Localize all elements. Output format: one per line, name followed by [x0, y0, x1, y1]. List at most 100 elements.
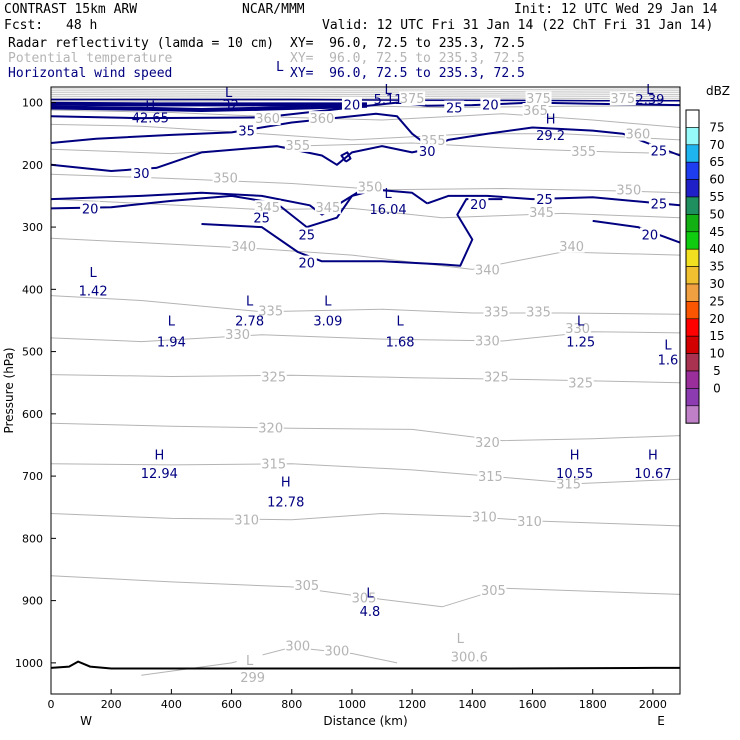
- colorbar-swatch: [685, 231, 700, 250]
- theta-label: 300: [285, 639, 310, 654]
- colorbar-swatch: [685, 353, 700, 372]
- y-tick-label: 100: [22, 97, 43, 110]
- theta-label: 350: [616, 184, 641, 199]
- theta-contour-line: [50, 512, 681, 527]
- colorbar-tick-label: 25: [709, 294, 724, 308]
- theta-label: 335: [258, 305, 283, 320]
- x-tick-label: 1600: [519, 698, 547, 711]
- colorbar-swatch: [685, 248, 700, 267]
- wind-contour-line: [426, 194, 681, 207]
- extremum-marker: L: [384, 83, 392, 98]
- wind-label-bg: [341, 97, 362, 112]
- top-extremum-marker: L: [276, 60, 284, 75]
- theta-label-bg: [257, 420, 284, 435]
- y-axis-label: Pressure (hPa): [2, 347, 16, 433]
- extremum-value: 29.2: [536, 129, 565, 144]
- theta-label: 325: [261, 370, 286, 385]
- theta-label-bg: [308, 111, 335, 126]
- wind-label: 25: [299, 229, 316, 244]
- wind-label-bg: [251, 210, 272, 225]
- extremum-marker: L: [366, 587, 374, 602]
- extremum-value: 12.78: [267, 496, 304, 511]
- extremum-value: 10.55: [556, 467, 593, 482]
- theta-label: 305: [481, 584, 506, 599]
- colorbar-tick-label: 5: [713, 364, 721, 378]
- extremum-marker: L: [664, 339, 672, 354]
- theta-label-bg: [314, 200, 341, 215]
- theta-label-bg: [516, 513, 543, 528]
- wind-label: 20: [642, 229, 659, 244]
- extremum-marker: H: [145, 100, 155, 115]
- theta-label: 325: [484, 370, 509, 385]
- y-tick-label: 1000: [15, 657, 43, 670]
- theta-label-bg: [254, 200, 281, 215]
- field-name-theta: Potential temperature: [8, 51, 173, 66]
- extremum-value: 1.94: [157, 336, 186, 351]
- colorbar-tick-label: 60: [709, 173, 724, 187]
- extremum-marker: L: [396, 314, 404, 329]
- colorbar-swatch: [685, 161, 700, 180]
- theta-contour-line: [50, 237, 681, 270]
- theta-label: L: [457, 632, 465, 647]
- x-axis-label: Distance (km): [323, 714, 407, 728]
- theta-label-bg: [420, 132, 447, 147]
- wind-label: 20: [299, 257, 316, 272]
- theta-contour-line: [50, 92, 681, 94]
- theta-label-bg: [224, 327, 251, 342]
- colorbar-tick-label: 0: [713, 381, 721, 395]
- wind-label: 25: [651, 145, 668, 160]
- colorbar-tick-label: 30: [709, 277, 724, 291]
- wind-label: 25: [446, 102, 463, 117]
- theta-label-bg: [350, 590, 377, 605]
- valid-time: Valid: 12 UTC Fri 31 Jan 14 (22 ChT Fri …: [322, 18, 714, 33]
- colorbar-tick-label: 50: [709, 207, 724, 221]
- wind-label-bg: [444, 100, 465, 115]
- theta-label: 330: [225, 328, 250, 343]
- extremum-value: 42.65: [132, 111, 169, 126]
- colorbar-swatch: [685, 144, 700, 163]
- forecast-value: 48 h: [66, 18, 98, 33]
- extremum-value: 10.67: [634, 467, 671, 482]
- y-tick-label: 500: [22, 346, 43, 359]
- colorbar-tick-label: 35: [709, 260, 724, 274]
- theta-label-bg: [260, 369, 287, 384]
- theta-label-bg: [212, 170, 239, 185]
- colorbar-tick-label: 40: [709, 242, 724, 256]
- colorbar-tick-label: 20: [709, 312, 724, 326]
- theta-label: 355: [571, 145, 596, 160]
- colorbar-tick-label: 75: [709, 120, 724, 134]
- field-xy-reflectivity: XY= 96.0, 72.5 to 235.3, 72.5: [290, 36, 525, 51]
- theta-label-bg: [447, 630, 474, 645]
- colorbar-units: dBZ: [706, 84, 730, 98]
- x-tick-label: 1200: [398, 698, 426, 711]
- organization-label: NCAR/MMM: [242, 2, 305, 17]
- colorbar-frame: [685, 109, 700, 424]
- extremum-value: 3.09: [313, 314, 342, 329]
- colorbar-swatch: [685, 370, 700, 389]
- theta-label-bg: [483, 369, 510, 384]
- x-tick-label: 800: [281, 698, 302, 711]
- theta-contour-line: [50, 295, 681, 315]
- wind-contour-line: [50, 112, 681, 157]
- x-tick-label: 2000: [639, 698, 667, 711]
- extremum-marker: H: [570, 448, 580, 463]
- wind-contour-line: [592, 219, 681, 244]
- colorbar-tick-label: 10: [709, 347, 724, 361]
- chart-header: CONTRAST 15km ARW NCAR/MMM Init: 12 UTC …: [0, 0, 740, 86]
- theta-label: 335: [484, 306, 509, 321]
- colorbar-swatch: [685, 196, 700, 215]
- wind-label-bg: [468, 197, 489, 212]
- field-name-wind: Horizontal wind speed: [8, 66, 173, 81]
- theta-label-bg: [570, 144, 597, 159]
- theta-label: 315: [261, 458, 286, 473]
- extremum-value: 2.78: [235, 314, 264, 329]
- wind-label-bg: [80, 201, 101, 216]
- theta-label-bg: [471, 509, 498, 524]
- theta-label: 305: [294, 579, 319, 594]
- theta-label-bg: [233, 512, 260, 527]
- field-name-reflectivity: Radar reflectivity (lamda = 10 cm): [8, 36, 275, 51]
- theta-label-bg: [558, 238, 585, 253]
- theta-label: 340: [559, 240, 584, 255]
- extremum-value: 2.39: [635, 93, 664, 108]
- y-tick-label: 600: [22, 408, 43, 421]
